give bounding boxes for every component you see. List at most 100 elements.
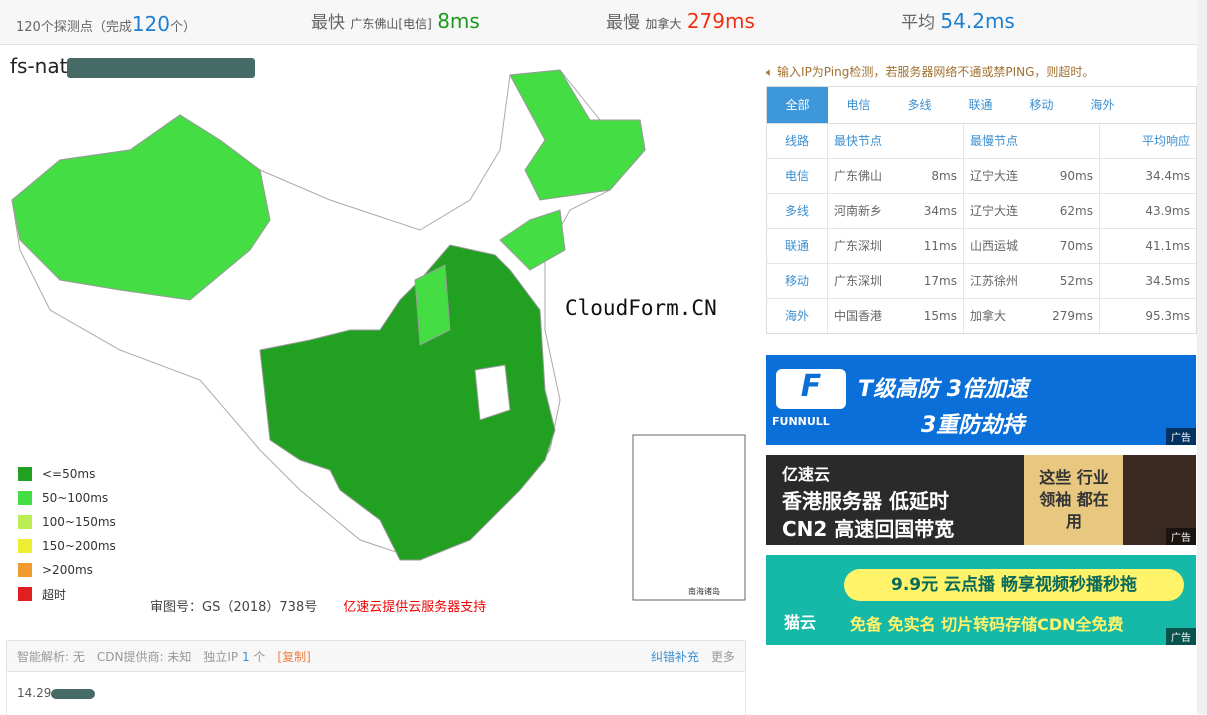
ad-yisu[interactable]: 亿速云 香港服务器 低延时 CN2 高速回国带宽 这些 行业领袖 都在用 广告 (766, 455, 1196, 545)
ad-headline: T级高防 3倍加速 (858, 377, 1028, 402)
region-fast (259, 244, 556, 561)
fastest-stat: 最快 广东佛山[电信] 8ms (311, 8, 480, 33)
fast-node: 中国香港 (834, 309, 883, 323)
legend-item: 100~150ms (18, 510, 116, 534)
south-sea-inset (632, 434, 746, 601)
fast-ms: 8ms (931, 169, 957, 183)
ad-headline: 9.9元 云点播 畅享视频秒播秒拖 (844, 569, 1184, 601)
row-average: 41.1ms (1145, 239, 1190, 253)
legend-item: <=50ms (18, 462, 116, 486)
average-value: 54.2ms (940, 9, 1015, 33)
header-line: 线路 (767, 124, 828, 158)
row-line[interactable]: 多线 (767, 194, 828, 228)
slow-node: 辽宁大连 (970, 204, 1019, 218)
legend-swatch (18, 587, 32, 601)
row-average: 34.5ms (1145, 274, 1190, 288)
table-header: 线路 最快节点 最慢节点 平均响应 (767, 124, 1196, 158)
average-label: 平均 (901, 13, 935, 33)
hostname: fs-nat (10, 54, 256, 78)
header-slowest: 最慢节点 (964, 124, 1100, 158)
speaker-icon: 🔈︎ (766, 65, 774, 79)
fast-ms: 15ms (923, 309, 957, 323)
tab-telecom[interactable]: 电信 (846, 98, 871, 112)
more-link[interactable]: 更多 (710, 649, 735, 664)
isp-tabs: 全部 电信 多线 联通 移动 海外 (767, 87, 1196, 124)
tab-all[interactable]: 全部 (767, 87, 828, 123)
ping-notice: 🔈︎ 输入IP为Ping检测，若服务器网络不通或禁PING，则超时。 (766, 63, 1094, 80)
row-line[interactable]: 海外 (767, 299, 828, 333)
legend-label: 150~200ms (42, 539, 116, 553)
row-average: 43.9ms (1145, 204, 1190, 218)
row-line[interactable]: 移动 (767, 264, 828, 298)
row-fastest: 河南新乡 34ms (828, 194, 964, 228)
legend-label: >200ms (42, 563, 93, 577)
row-slowest: 江苏徐州 52ms (964, 264, 1100, 298)
table-row: 海外 中国香港 15ms 加拿大 279ms 95.3ms (767, 298, 1196, 333)
report-link[interactable]: 纠错补充 (650, 649, 699, 664)
ad-subline: 3重防劫持 (921, 413, 1025, 438)
legend-item: >200ms (18, 558, 116, 582)
slow-node: 加拿大 (970, 309, 1007, 323)
ad-side-text: 这些 行业领袖 都在用 (1039, 468, 1109, 531)
hostname-prefix: fs-nat (10, 54, 68, 78)
fast-node: 广东深圳 (834, 239, 883, 253)
region-liaoning (499, 209, 566, 271)
probe-done: 120 (131, 12, 171, 36)
unique-ip: 独立IP 1 个 (203, 648, 265, 665)
ip-address: 14.29 (17, 686, 52, 700)
approval-number: 审图号：GS（2018）738号 (150, 600, 318, 615)
redacted-mask (51, 688, 96, 699)
table-row: 移动 广东深圳 17ms 江苏徐州 52ms 34.5ms (767, 263, 1196, 298)
region-xinjiang (11, 114, 271, 301)
ip-list: 14.29 (7, 672, 745, 714)
china-ping-map: CloudForm.CN 南海诸岛 (11, 69, 746, 601)
legend-swatch (18, 491, 32, 505)
ad-tag: 广告 (1166, 628, 1196, 645)
fast-ms: 11ms (923, 239, 957, 253)
tab-overseas[interactable]: 海外 (1090, 98, 1115, 112)
row-fastest: 广东深圳 11ms (828, 229, 964, 263)
region-anhui (474, 364, 511, 421)
funnull-logo-icon: F (776, 369, 846, 409)
ad-subline: CN2 高速回国带宽 (782, 517, 955, 541)
sponsor-link[interactable]: 亿速云提供云服务器支持 (343, 600, 487, 615)
scrollbar[interactable] (1197, 0, 1207, 714)
probe-prefix: 120个探测点（完成 (16, 20, 132, 35)
average-stat: 平均 54.2ms (901, 8, 1015, 33)
header-fastest: 最快节点 (828, 124, 964, 158)
ad-maoyun[interactable]: 猫云 9.9元 云点播 畅享视频秒播秒拖 免备 免实名 切片转码存储CDN全免费… (766, 555, 1196, 645)
row-slowest: 加拿大 279ms (964, 299, 1100, 333)
ad-brand: 亿速云 (782, 465, 831, 484)
slow-ms: 52ms (1059, 274, 1093, 288)
fastest-location: 广东佛山[电信] (350, 17, 432, 31)
tab-mobile[interactable]: 移动 (1029, 98, 1054, 112)
legend-swatch (18, 467, 32, 481)
row-line[interactable]: 联通 (767, 229, 828, 263)
probe-suffix: 个） (170, 20, 197, 35)
notice-text: 输入IP为Ping检测，若服务器网络不通或禁PING，则超时。 (777, 65, 1095, 79)
copy-button[interactable]: [复制] (277, 649, 311, 664)
tab-multiline[interactable]: 多线 (907, 98, 932, 112)
dns-info-panel: 智能解析: 无 CDN提供商: 未知 独立IP 1 个 [复制] 纠错补充 更多… (6, 640, 746, 715)
region-northeast (509, 69, 646, 201)
slowest-value: 279ms (686, 9, 755, 33)
ip-count: 1 (241, 649, 250, 664)
row-fastest: 中国香港 15ms (828, 299, 964, 333)
row-slowest: 山西运城 70ms (964, 229, 1100, 263)
legend-label: 50~100ms (42, 491, 109, 505)
fastest-value: 8ms (437, 9, 480, 33)
fast-node: 广东深圳 (834, 274, 883, 288)
ad-brand: 猫云 (784, 613, 817, 632)
legend-label: 超时 (42, 587, 67, 602)
slow-node: 江苏徐州 (970, 274, 1019, 288)
isp-table: 全部 电信 多线 联通 移动 海外 线路 最快节点 最慢节点 平均响应 电信 广… (766, 86, 1197, 334)
inset-label: 南海诸岛 (688, 586, 720, 596)
row-line[interactable]: 电信 (767, 159, 828, 193)
row-slowest: 辽宁大连 62ms (964, 194, 1100, 228)
map-watermark: CloudForm.CN (565, 296, 717, 320)
ad-funnull[interactable]: F FUNNULL T级高防 3倍加速 3重防劫持 广告 (766, 355, 1196, 445)
ip-unit: 个 (253, 649, 266, 664)
legend-item: 超时 (18, 582, 116, 606)
slow-ms: 279ms (1052, 309, 1093, 323)
tab-unicom[interactable]: 联通 (968, 98, 993, 112)
